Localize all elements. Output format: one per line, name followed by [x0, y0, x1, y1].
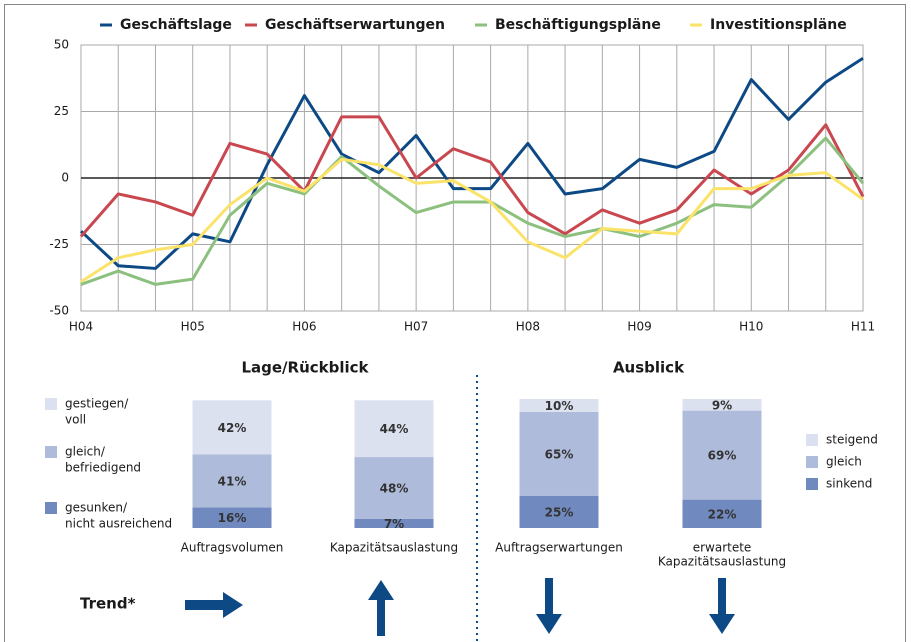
data-line	[79, 57, 864, 270]
legend-label: gesunken/	[65, 501, 128, 515]
x-tick-label: H08	[516, 320, 540, 334]
legend-label: nicht ausreichend	[65, 517, 172, 531]
x-tick-label: H05	[181, 320, 205, 334]
trend-label: Trend*	[80, 595, 136, 613]
value-label: 41%	[218, 474, 247, 488]
panel-border	[4, 4, 906, 642]
legend-swatch	[45, 446, 57, 458]
category-label: Auftragsvolumen	[181, 541, 284, 555]
x-tick-label: H07	[404, 320, 428, 334]
data-line	[80, 157, 864, 284]
legend-swatch	[45, 398, 57, 410]
bar-segment	[192, 507, 272, 528]
y-tick-label: 25	[54, 104, 69, 118]
category-label: Kapazitätsauslastung	[658, 555, 786, 569]
data-line	[80, 136, 865, 286]
value-label: 65%	[545, 447, 574, 461]
x-tick-label: H10	[739, 320, 763, 334]
bar-segment	[519, 399, 599, 412]
legend-label: sinkend	[826, 477, 872, 491]
category-label: Auftragserwartungen	[495, 541, 623, 555]
value-label: 10%	[545, 399, 574, 413]
value-label: 22%	[708, 507, 737, 521]
value-label: 48%	[380, 482, 409, 496]
legend-label: steigend	[826, 433, 878, 447]
legend-label: Geschäftserwartungen	[265, 17, 445, 33]
trend-arrow	[368, 580, 394, 636]
x-tick-label: H04	[69, 320, 93, 334]
section-title: Lage/Rückblick	[241, 359, 369, 377]
legend-swatch	[806, 434, 818, 446]
data-line	[79, 115, 865, 238]
legend-label: befriedigend	[65, 461, 141, 475]
legend-label: Beschäftigungspläne	[495, 17, 661, 33]
trend-arrow	[536, 578, 562, 634]
bar-segment	[682, 410, 762, 500]
y-tick-label: 50	[54, 38, 69, 52]
value-label: 44%	[380, 422, 409, 436]
trend-arrow	[185, 592, 243, 618]
section-title: Ausblick	[613, 359, 685, 377]
y-tick-label: -50	[49, 304, 69, 318]
value-label: 16%	[218, 511, 247, 525]
bar-segment	[354, 457, 434, 519]
bar-segment	[354, 518, 434, 528]
value-label: 7%	[384, 517, 404, 531]
legend-swatch	[806, 456, 818, 468]
legend-label: Geschäftslage	[120, 17, 232, 33]
value-label: 25%	[545, 505, 574, 519]
bar-segment	[192, 400, 272, 455]
legend-label: gestiegen/	[65, 397, 129, 411]
x-tick-label: H06	[292, 320, 316, 334]
x-tick-label: H09	[627, 320, 651, 334]
legend-label: gleich/	[65, 445, 106, 459]
category-label: erwartete	[693, 541, 752, 555]
trend-arrow	[709, 578, 735, 634]
legend-label: voll	[65, 413, 86, 427]
legend-label: gleich	[826, 455, 862, 469]
bar-segment	[519, 495, 599, 528]
legend-swatch	[45, 502, 57, 514]
bar-segment	[354, 400, 434, 458]
bar-segment	[192, 454, 272, 508]
legend-swatch	[806, 478, 818, 490]
category-label: Kapazitätsauslastung	[330, 541, 458, 555]
bar-segment	[519, 411, 599, 496]
value-label: 42%	[218, 421, 247, 435]
bar-segment	[682, 399, 762, 411]
legend-label: Investitionspläne	[710, 17, 847, 33]
value-label: 69%	[708, 449, 737, 463]
bar-segment	[682, 499, 762, 528]
x-tick-label: H11	[851, 320, 875, 334]
y-tick-label: -25	[49, 237, 69, 251]
y-tick-label: 0	[61, 171, 69, 185]
value-label: 9%	[712, 398, 732, 412]
